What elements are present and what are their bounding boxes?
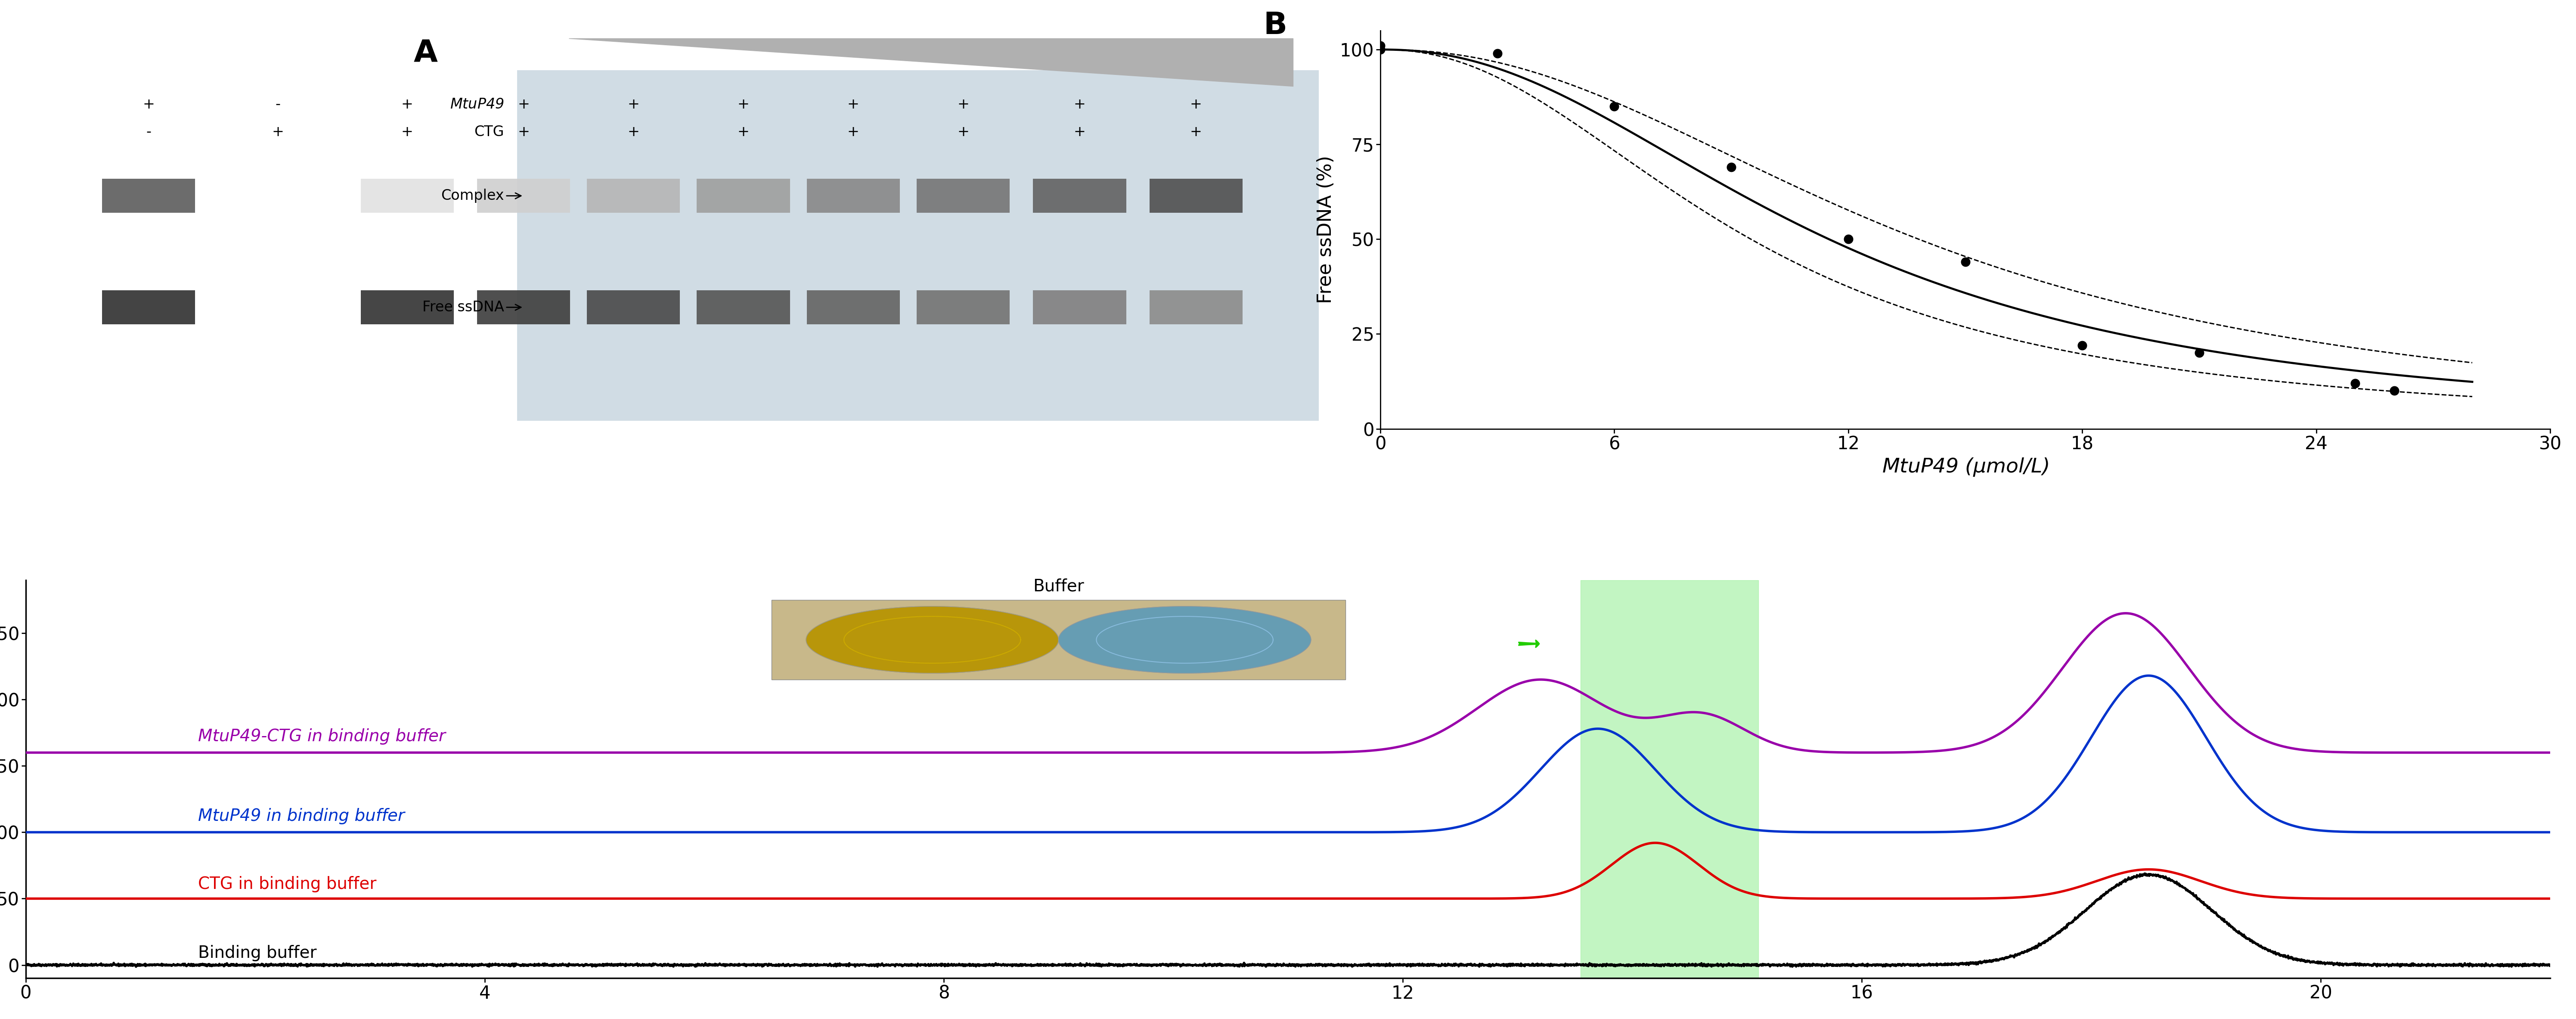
- Point: [1945, 254, 1986, 270]
- Text: B: B: [1262, 10, 1288, 41]
- Text: +: +: [629, 97, 639, 111]
- Text: Buffer: Buffer: [1033, 579, 1084, 595]
- Polygon shape: [1059, 606, 1311, 674]
- X-axis label: $Mtu$P49 (μmol/L): $Mtu$P49 (μmol/L): [1883, 457, 2048, 478]
- Text: +: +: [737, 97, 750, 111]
- Bar: [917, 179, 1010, 213]
- Text: Complex: Complex: [440, 189, 520, 203]
- Bar: [1149, 290, 1242, 324]
- Point: [2061, 337, 2102, 354]
- Text: +: +: [848, 97, 860, 111]
- Point: [1476, 45, 1517, 61]
- Text: +: +: [1190, 125, 1203, 140]
- Point: [2372, 383, 2414, 399]
- Text: A: A: [415, 39, 438, 68]
- Point: [2334, 375, 2375, 391]
- Text: +: +: [518, 97, 531, 111]
- Text: $Mtu$P49: $Mtu$P49: [451, 97, 505, 111]
- Text: +: +: [848, 125, 860, 140]
- Point: [2179, 344, 2221, 361]
- Text: -: -: [147, 125, 152, 140]
- Text: +: +: [1074, 125, 1084, 140]
- Text: Binding buffer: Binding buffer: [198, 945, 317, 961]
- Polygon shape: [806, 606, 1059, 674]
- Text: +: +: [737, 125, 750, 140]
- Text: +: +: [142, 97, 155, 111]
- Bar: [361, 290, 453, 324]
- Text: +: +: [402, 97, 412, 111]
- Text: +: +: [273, 125, 283, 140]
- Point: [1360, 38, 1401, 54]
- Text: MtuP49-CTG in binding buffer: MtuP49-CTG in binding buffer: [198, 729, 446, 745]
- Polygon shape: [569, 39, 1293, 87]
- Point: [1360, 42, 1401, 58]
- Text: +: +: [958, 97, 969, 111]
- Text: +: +: [402, 125, 412, 140]
- Bar: [587, 290, 680, 324]
- Bar: [806, 179, 899, 213]
- Bar: [477, 290, 569, 324]
- Bar: [698, 290, 791, 324]
- Text: Free ssDNA: Free ssDNA: [422, 301, 520, 315]
- Bar: [103, 290, 196, 324]
- Y-axis label: Free ssDNA (%): Free ssDNA (%): [1316, 156, 1334, 304]
- Bar: [806, 290, 899, 324]
- Text: CTG: CTG: [474, 125, 505, 140]
- Point: [1710, 159, 1752, 175]
- Bar: [1033, 290, 1126, 324]
- Bar: [698, 179, 791, 213]
- Text: +: +: [1190, 97, 1203, 111]
- Bar: [917, 290, 1010, 324]
- Bar: [477, 179, 569, 213]
- Text: CTG in binding buffer: CTG in binding buffer: [198, 875, 376, 893]
- Bar: [361, 179, 453, 213]
- Bar: [103, 179, 196, 213]
- Bar: [1582, 580, 1759, 978]
- Bar: [1033, 179, 1126, 213]
- Point: [1829, 231, 1870, 248]
- Text: +: +: [958, 125, 969, 140]
- Point: [1595, 98, 1636, 114]
- Text: -: -: [276, 97, 281, 111]
- Text: +: +: [1074, 97, 1084, 111]
- Bar: [1149, 179, 1242, 213]
- Bar: [773, 600, 1345, 680]
- Bar: [518, 70, 1319, 421]
- Text: MtuP49 in binding buffer: MtuP49 in binding buffer: [198, 808, 404, 824]
- Bar: [587, 179, 680, 213]
- Text: +: +: [629, 125, 639, 140]
- Text: +: +: [518, 125, 531, 140]
